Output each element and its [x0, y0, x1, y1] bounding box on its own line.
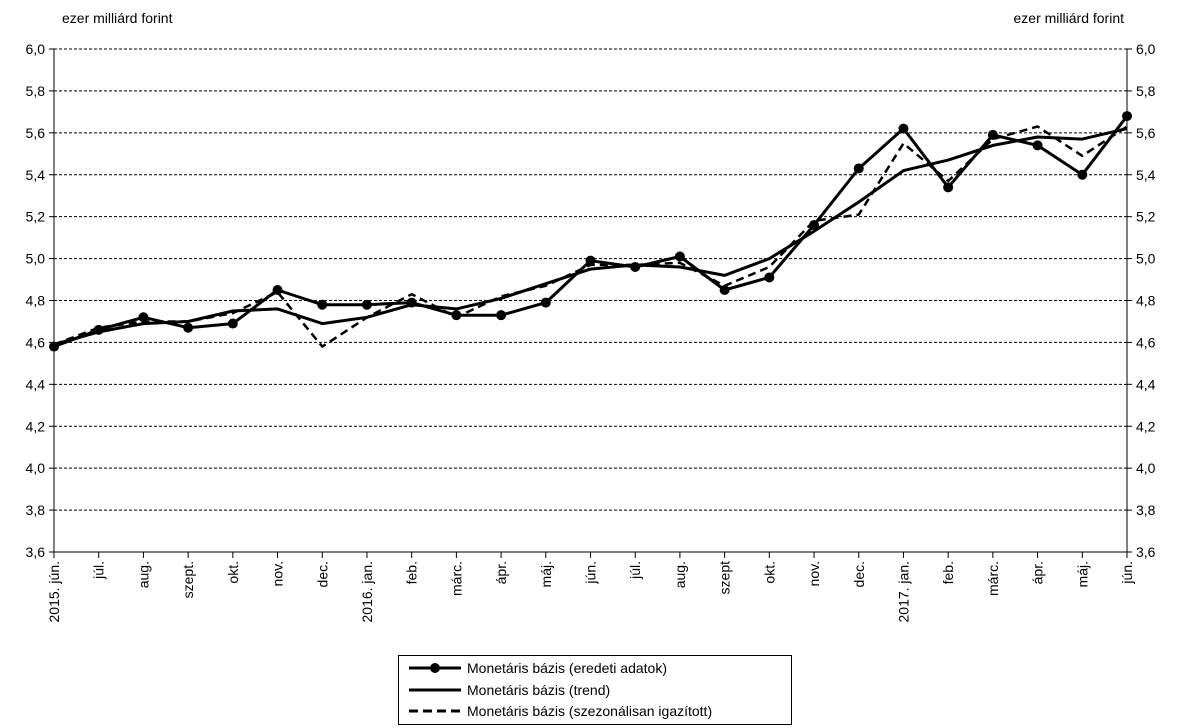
data-point-original	[943, 182, 954, 193]
y-tick-label-left: 5,6	[26, 125, 46, 141]
x-tick-label: máj.	[1074, 561, 1090, 587]
legend: Monetáris bázis (eredeti adatok) Monetár…	[398, 655, 792, 725]
y-tick-label-right: 5,4	[1136, 167, 1156, 183]
data-point-original	[898, 123, 909, 134]
data-point-original	[630, 261, 641, 272]
data-point-original	[227, 318, 238, 329]
data-point-original	[496, 310, 507, 321]
data-point-original	[764, 272, 775, 283]
legend-label-original: Monetáris bázis (eredeti adatok)	[467, 660, 667, 676]
x-tick-label: aug.	[672, 561, 688, 588]
x-tick-label: jún.	[583, 561, 599, 585]
y-axis-right-unit: ezer milliárd forint	[1013, 10, 1124, 26]
y-tick-label-right: 6,0	[1136, 41, 1156, 57]
y-tick-label-left: 3,8	[26, 502, 46, 518]
legend-swatch-trend	[409, 688, 461, 692]
x-axis-ticks: 2015. jún. júl. aug. szept. okt. nov. dec. 2016…	[46, 552, 1135, 623]
data-point-original	[272, 285, 283, 296]
x-tick-label: márc.	[448, 561, 464, 596]
y-tick-label-right: 5,6	[1136, 125, 1156, 141]
y-axis-left-unit: ezer milliárd forint	[62, 10, 173, 26]
y-axis-right-ticks: 3,6 3,8 4,0 4,2 4,4 4,6 4,8 5,0 5,2 5,4 5,6 5,8 6,0	[1127, 41, 1156, 560]
x-tick-label: nov.	[270, 561, 286, 586]
x-tick-label: ápr.	[1030, 561, 1046, 584]
y-tick-label-right: 4,4	[1136, 376, 1156, 392]
y-tick-label-right: 4,8	[1136, 293, 1156, 309]
data-point-original	[93, 324, 104, 335]
data-point-original	[809, 220, 820, 231]
line-chart: 3,63,84,04,24,44,64,85,05,25,45,65,86,0 …	[26, 41, 1156, 623]
y-tick-label-left: 5,0	[26, 251, 46, 267]
x-tick-label: okt.	[761, 561, 777, 584]
data-point-original	[987, 129, 998, 140]
data-point-original	[540, 297, 551, 308]
x-tick-label: 2017. jan.	[895, 561, 911, 623]
data-point-original	[451, 310, 462, 321]
x-tick-label: feb.	[940, 561, 956, 584]
x-tick-label: máj.	[538, 561, 554, 587]
x-tick-label: ápr.	[493, 561, 509, 584]
legend-item-original: Monetáris bázis (eredeti adatok)	[407, 658, 667, 678]
x-tick-label: 2015. jún.	[46, 561, 62, 623]
data-point-original	[183, 322, 194, 333]
y-tick-label-right: 5,0	[1136, 251, 1156, 267]
x-tick-label: júl.	[91, 561, 107, 580]
y-tick-label-right: 4,0	[1136, 460, 1156, 476]
series-line-seasonal	[53, 125, 1128, 348]
y-tick-label-left: 5,8	[26, 83, 46, 99]
y-tick-label-left: 5,2	[26, 209, 46, 225]
data-point-original	[317, 299, 328, 310]
y-tick-label-left: 4,6	[26, 334, 46, 350]
x-tick-label: márc.	[985, 561, 1001, 596]
y-axis-left-ticks: 3,6 3,8 4,0 4,2 4,4 4,6 4,8 5,0 5,2 5,4 5,6 5,8 6,0	[26, 41, 54, 560]
legend-item-seasonal: Monetáris bázis (szezonálisan igazított)	[407, 701, 712, 721]
data-point-original	[674, 251, 685, 262]
x-tick-label: aug.	[135, 561, 151, 588]
y-tick-label-left: 4,2	[26, 418, 46, 434]
x-tick-label: okt.	[225, 561, 241, 584]
series-line-trend	[53, 127, 1128, 346]
data-point-original	[406, 297, 417, 308]
y-tick-label-left: 5,4	[26, 167, 46, 183]
data-point-original	[49, 341, 59, 352]
data-point-original	[361, 299, 372, 310]
legend-swatch-seasonal	[409, 709, 461, 713]
legend-item-trend: Monetáris bázis (trend)	[407, 680, 610, 700]
data-point-original	[1032, 140, 1043, 151]
data-point-original	[1077, 169, 1088, 180]
data-point-original	[585, 255, 596, 266]
y-tick-label-right: 3,8	[1136, 502, 1156, 518]
gridlines	[54, 48, 1127, 511]
x-tick-label: 2016. jan.	[359, 561, 375, 623]
data-point-original	[1122, 111, 1132, 122]
y-tick-label-left: 4,8	[26, 293, 46, 309]
x-tick-label: szept.	[180, 561, 196, 598]
data-point-original	[853, 163, 864, 174]
data-point-original	[138, 312, 149, 323]
data-point-original	[719, 285, 730, 296]
y-tick-label-right: 5,2	[1136, 209, 1156, 225]
x-tick-label: jún.	[1119, 561, 1135, 585]
legend-swatch-original	[409, 663, 461, 673]
series-line-original	[53, 115, 1129, 349]
legend-label-seasonal: Monetáris bázis (szezonálisan igazított)	[467, 703, 713, 719]
y-tick-label-left: 4,0	[26, 460, 46, 476]
series	[49, 111, 1132, 352]
x-tick-label: szept	[717, 561, 733, 595]
y-tick-label-left: 4,4	[26, 376, 46, 392]
y-tick-label-right: 3,6	[1136, 544, 1156, 560]
x-tick-label: júl.	[627, 561, 643, 580]
y-tick-label-right: 5,8	[1136, 83, 1156, 99]
y-tick-label-right: 4,6	[1136, 334, 1156, 350]
y-tick-label-left: 6,0	[26, 41, 46, 57]
x-tick-label: nov.	[806, 561, 822, 586]
x-tick-label: dec.	[314, 561, 330, 587]
y-tick-label-left: 3,6	[26, 544, 46, 560]
x-tick-label: feb.	[404, 561, 420, 584]
y-tick-label-right: 4,2	[1136, 418, 1156, 434]
legend-label-trend: Monetáris bázis (trend)	[467, 682, 611, 698]
x-tick-label: dec.	[851, 561, 867, 587]
